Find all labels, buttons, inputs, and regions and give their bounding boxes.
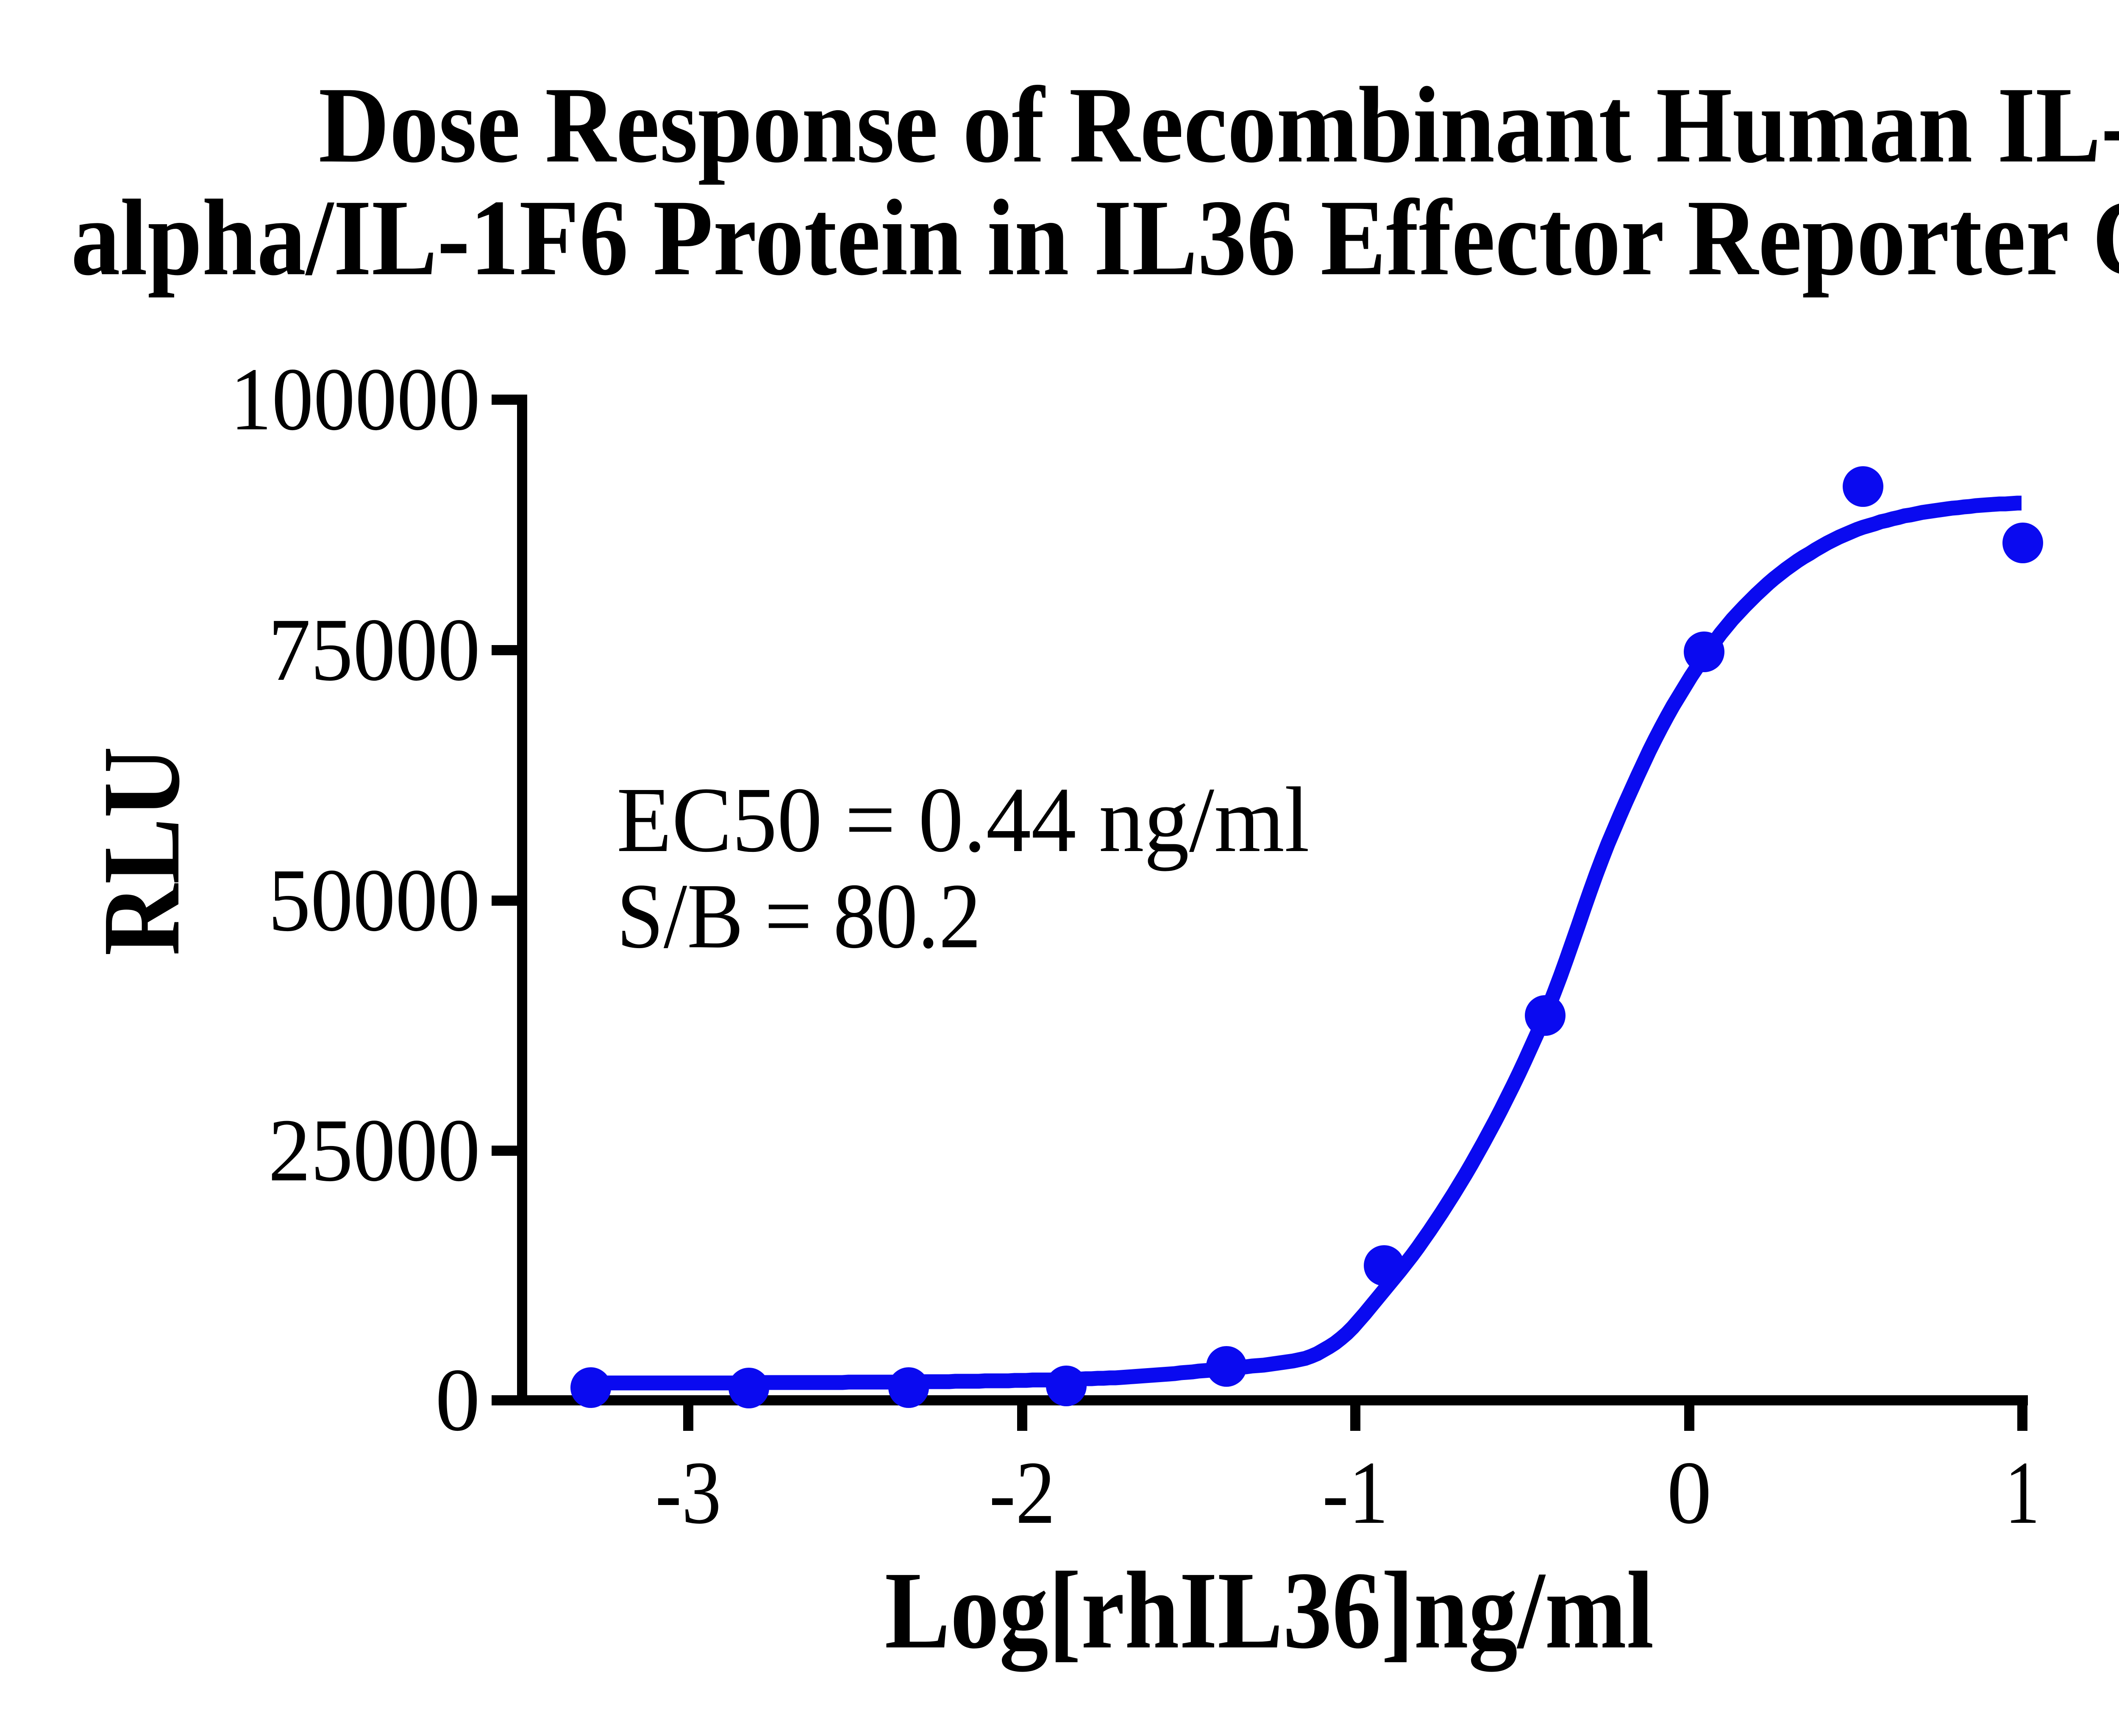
- svg-text:1: 1: [2005, 1443, 2040, 1542]
- svg-text:-2: -2: [989, 1443, 1055, 1542]
- svg-text:50000: 50000: [268, 850, 480, 950]
- svg-text:-3: -3: [655, 1443, 721, 1542]
- svg-text:RLU: RLU: [80, 746, 203, 956]
- svg-text:0: 0: [1667, 1443, 1712, 1542]
- svg-text:100000: 100000: [230, 349, 480, 449]
- svg-text:25000: 25000: [268, 1100, 480, 1200]
- svg-text:75000: 75000: [268, 600, 480, 699]
- svg-text:Dose Response of Recombinant H: Dose Response of Recombinant Human IL-36: [319, 64, 2119, 185]
- svg-text:0: 0: [435, 1350, 480, 1449]
- svg-text:S/B = 80.2: S/B = 80.2: [617, 864, 981, 968]
- svg-text:alpha/IL-1F6 Protein in IL36 E: alpha/IL-1F6 Protein in IL36 Effector Re…: [71, 177, 2119, 298]
- svg-text:-1: -1: [1322, 1443, 1388, 1542]
- svg-text:EC50 = 0.44 ng/ml: EC50 = 0.44 ng/ml: [617, 768, 1310, 871]
- svg-text:Log[rhIL36]ng/ml: Log[rhIL36]ng/ml: [885, 1549, 1654, 1673]
